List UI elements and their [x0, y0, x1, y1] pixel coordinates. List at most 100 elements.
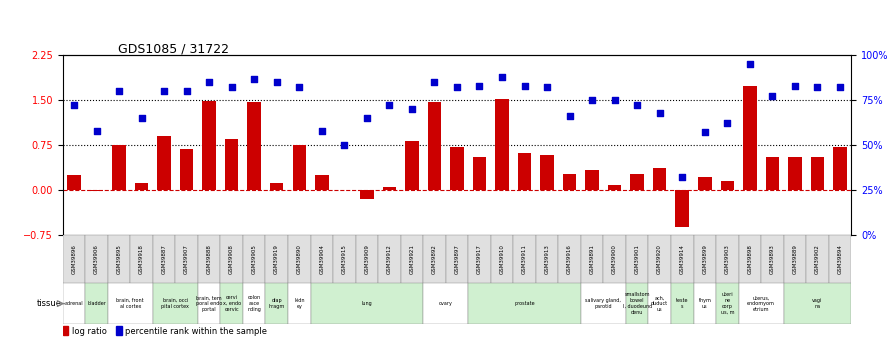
Point	[134, 115, 149, 121]
FancyBboxPatch shape	[311, 235, 333, 283]
Text: GSM39909: GSM39909	[365, 244, 369, 274]
Point	[495, 74, 509, 79]
Text: GSM39908: GSM39908	[229, 244, 234, 274]
Text: GSM39889: GSM39889	[792, 244, 797, 274]
Point	[743, 61, 757, 67]
Text: brain, front
al cortex: brain, front al cortex	[116, 298, 144, 309]
FancyBboxPatch shape	[198, 283, 220, 324]
FancyBboxPatch shape	[761, 235, 784, 283]
Point	[832, 85, 847, 90]
FancyBboxPatch shape	[288, 283, 311, 324]
Point	[788, 83, 802, 88]
Bar	[653, 168, 667, 190]
Text: GSM39912: GSM39912	[387, 244, 392, 274]
Text: GSM39906: GSM39906	[94, 244, 99, 274]
Point	[359, 115, 374, 121]
FancyBboxPatch shape	[265, 283, 288, 324]
Point	[405, 106, 419, 112]
Text: ach,
duduct
us: ach, duduct us	[651, 295, 668, 312]
FancyBboxPatch shape	[445, 235, 469, 283]
Text: GSM39888: GSM39888	[207, 244, 211, 274]
Bar	[158, 136, 171, 190]
Point	[563, 114, 577, 119]
FancyBboxPatch shape	[288, 235, 311, 283]
FancyBboxPatch shape	[603, 235, 626, 283]
Point	[383, 103, 397, 108]
Bar	[405, 141, 418, 190]
Bar	[247, 102, 261, 190]
Point	[720, 121, 735, 126]
Text: GSM39907: GSM39907	[184, 244, 189, 274]
FancyBboxPatch shape	[694, 235, 716, 283]
FancyBboxPatch shape	[220, 283, 243, 324]
FancyBboxPatch shape	[536, 235, 558, 283]
Text: GSM39917: GSM39917	[477, 244, 482, 274]
Text: tissue: tissue	[37, 299, 62, 308]
Bar	[743, 86, 756, 190]
Text: GSM39911: GSM39911	[522, 244, 527, 274]
FancyBboxPatch shape	[469, 235, 491, 283]
Text: GSM39905: GSM39905	[252, 244, 257, 274]
FancyBboxPatch shape	[423, 283, 469, 324]
Point	[540, 85, 555, 90]
Bar	[360, 190, 374, 199]
FancyBboxPatch shape	[333, 235, 356, 283]
FancyBboxPatch shape	[829, 235, 851, 283]
FancyBboxPatch shape	[784, 283, 851, 324]
Bar	[63, 326, 68, 335]
FancyBboxPatch shape	[671, 283, 694, 324]
FancyBboxPatch shape	[581, 283, 626, 324]
Text: GSM39887: GSM39887	[161, 244, 167, 274]
Point	[765, 94, 780, 99]
Bar	[495, 99, 509, 190]
Text: GSM39893: GSM39893	[770, 244, 775, 274]
Bar	[90, 190, 103, 191]
FancyBboxPatch shape	[513, 235, 536, 283]
Bar	[134, 183, 149, 190]
Bar	[225, 139, 238, 190]
FancyBboxPatch shape	[738, 283, 784, 324]
Bar	[180, 149, 194, 190]
Text: GSM39910: GSM39910	[499, 244, 504, 274]
FancyBboxPatch shape	[581, 235, 603, 283]
Bar	[67, 175, 81, 190]
Text: salivary gland,
parotid: salivary gland, parotid	[585, 298, 621, 309]
Text: brain, tem
poral endo
portal: brain, tem poral endo portal	[196, 295, 222, 312]
FancyBboxPatch shape	[806, 235, 829, 283]
FancyBboxPatch shape	[671, 235, 694, 283]
Bar	[202, 101, 216, 190]
FancyBboxPatch shape	[784, 235, 806, 283]
Point	[292, 85, 306, 90]
Text: GSM39915: GSM39915	[341, 244, 347, 274]
FancyBboxPatch shape	[378, 235, 401, 283]
Bar	[563, 174, 576, 190]
Point	[652, 110, 667, 115]
Bar	[473, 157, 487, 190]
Text: GSM39921: GSM39921	[409, 244, 415, 274]
Point	[179, 88, 194, 94]
Point	[225, 85, 239, 90]
Text: GSM39900: GSM39900	[612, 244, 617, 274]
Bar	[765, 157, 780, 190]
FancyBboxPatch shape	[198, 235, 220, 283]
Text: uterus,
endomyom
etrium: uterus, endomyom etrium	[747, 295, 775, 312]
Point	[112, 88, 126, 94]
Bar	[383, 187, 396, 190]
Text: teste
s: teste s	[676, 298, 688, 309]
Point	[90, 128, 104, 133]
Text: GSM39919: GSM39919	[274, 244, 280, 274]
FancyBboxPatch shape	[491, 235, 513, 283]
Point	[472, 83, 487, 88]
Text: GSM39898: GSM39898	[747, 244, 753, 274]
Text: GSM39899: GSM39899	[702, 244, 707, 274]
FancyBboxPatch shape	[243, 235, 265, 283]
Text: GSM39904: GSM39904	[319, 244, 324, 274]
Bar	[427, 102, 441, 190]
FancyBboxPatch shape	[716, 235, 738, 283]
Text: GSM39901: GSM39901	[634, 244, 640, 274]
FancyBboxPatch shape	[243, 283, 265, 324]
FancyBboxPatch shape	[626, 235, 649, 283]
Bar	[112, 145, 125, 190]
Text: GSM39902: GSM39902	[814, 244, 820, 274]
Point	[607, 97, 622, 103]
